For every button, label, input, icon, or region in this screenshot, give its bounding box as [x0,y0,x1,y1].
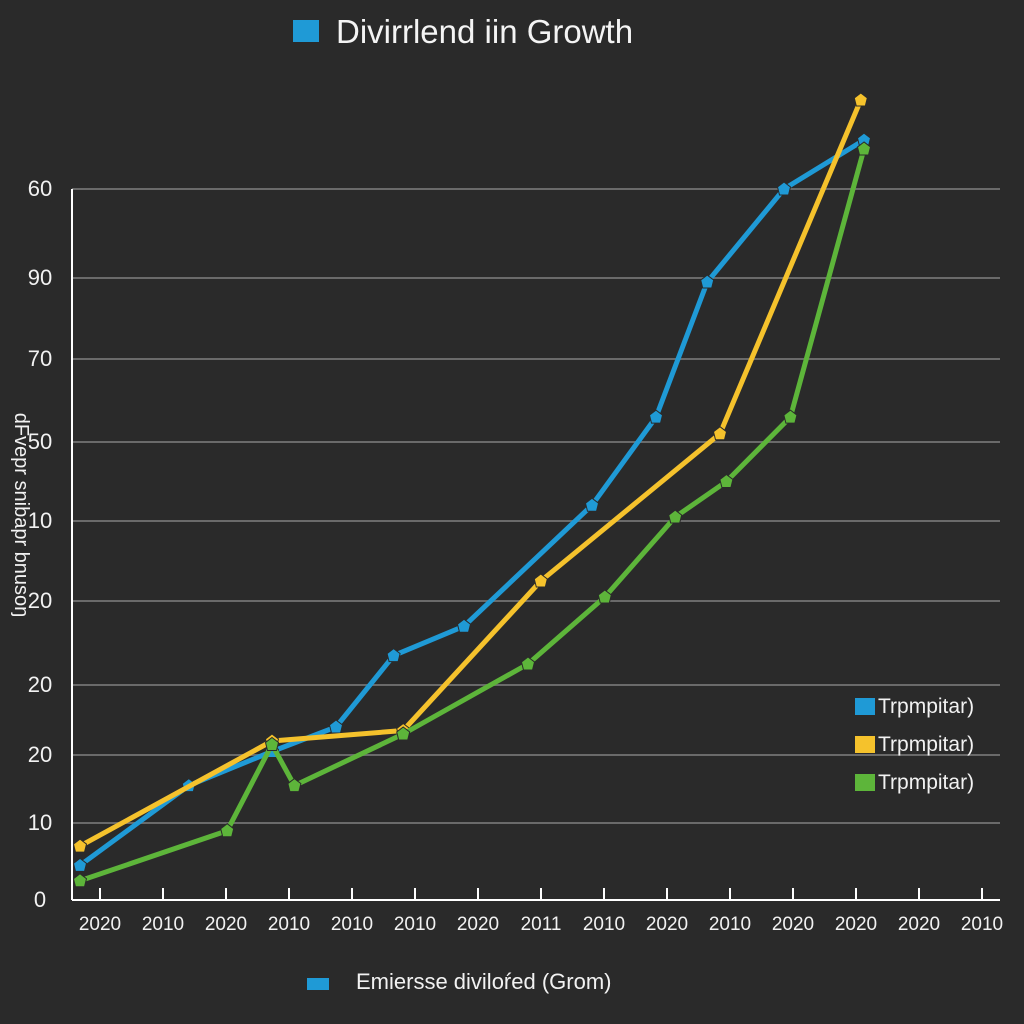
data-point [72,873,88,888]
data-point [72,838,88,853]
series-line-2 [77,146,867,884]
y-tick-label: 10 [28,810,52,835]
y-tick-label: 60 [28,176,52,201]
data-point [584,497,600,512]
data-point [712,426,728,441]
y-tick-label: 10 [28,508,52,533]
x-tick-label: 2010 [709,914,751,935]
y-tick-label: 50 [28,429,52,454]
data-point [396,726,411,741]
legend-swatch-1 [855,736,875,753]
y-tick-label: 20 [28,672,52,697]
x-tick-label: 2010 [268,914,310,935]
data-point [856,141,872,156]
x-tick-label: 2020 [646,914,688,935]
data-point [287,777,302,793]
data-point [220,823,235,838]
legend: Trpmpitar) Trpmpitar) Trpmpitar) [855,695,974,794]
x-tick-label: 2020 [457,914,499,935]
x-tick-label: 2011 [521,914,562,935]
legend-swatch-2 [855,774,875,791]
x-axis-label: Emiersse diviloŕed (Grom) [356,969,612,994]
data-point [328,719,344,734]
data-point [597,589,612,604]
series-line-1 [77,97,864,849]
data-point [520,656,536,671]
x-tick-labels: 2020 2010 2020 2010 2010 2010 2020 2011 2010 2020… [79,888,1003,935]
x-tick-label: 2010 [331,914,373,935]
legend-label-1: Trpmpitar) [878,733,974,756]
data-point [386,647,401,663]
x-tick-label: 2010 [583,914,625,935]
data-point [533,573,548,588]
y-tick-label: 90 [28,265,52,290]
y-tick-label: 20 [28,742,52,767]
gridlines [72,188,1000,824]
data-point [72,857,88,872]
y-tick-labels: 60 90 70 50 10 20 20 20 10 0 [28,176,52,912]
title-legend-swatch [293,20,319,42]
y-tick-label: 20 [28,588,52,613]
data-point [719,473,734,488]
chart-title-group: Divirrlend iin Growth [293,13,633,50]
data-point [700,274,715,289]
x-tick-label: 2020 [772,914,814,935]
y-tick-label: 70 [28,346,52,371]
y-tick-label: 0 [34,887,46,912]
series-line-0 [77,137,867,868]
y-axis-label: dFvepr snibapr bnusoŋ [10,413,32,618]
x-tick-label: 2020 [205,914,247,935]
data-point [264,736,280,751]
legend-swatch-0 [855,698,875,715]
x-tick-label: 2020 [835,914,877,935]
bottom-legend: Emiersse diviloŕed (Grom) [307,969,612,994]
x-tick-label: 2010 [394,914,436,935]
legend-label-2: Trpmpitar) [878,771,974,794]
data-point [668,509,683,524]
x-tick-label: 2010 [961,914,1003,935]
x-tick-label: 2010 [142,914,184,935]
legend-label-0: Trpmpitar) [878,695,974,718]
data-point [776,181,792,196]
x-tick-label: 2020 [898,914,940,935]
data-point [456,618,472,633]
series-lines [72,92,872,888]
data-point [853,92,868,107]
axes [71,189,1000,901]
data-point [648,409,664,424]
data-point [783,409,798,424]
x-tick-label: 2020 [79,914,121,935]
chart-title: Divirrlend iin Growth [336,13,633,50]
bottom-legend-swatch [307,978,329,990]
